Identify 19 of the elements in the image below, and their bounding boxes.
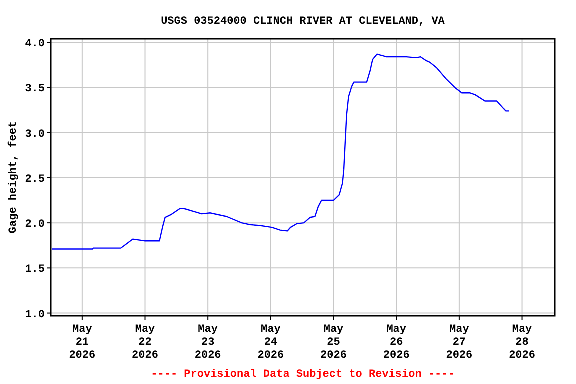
y-tick-label: 2.0 [25, 219, 45, 232]
y-tick-label: 1.0 [25, 309, 45, 322]
y-tick-label: 2.5 [25, 174, 46, 186]
y-tick-label: 3.5 [25, 84, 46, 96]
line-series [52, 54, 510, 250]
x-tick-label: May 26 2026 [383, 324, 410, 362]
x-tick-label: May 24 2026 [258, 324, 284, 362]
x-tick-label: May 25 2026 [320, 324, 347, 362]
y-tick-label: 3.0 [25, 128, 45, 141]
x-tick-label: May 21 2026 [69, 324, 96, 362]
x-tick-label: May 22 2026 [132, 324, 158, 362]
y-axis-title: Gage height, feet [7, 121, 20, 234]
x-tick-label: May 23 2026 [194, 324, 222, 362]
y-tick-label: 1.5 [25, 264, 46, 276]
text: ---- Provisional Data Subject to Revision ---- [151, 369, 455, 381]
y-tick-label: 4.0 [25, 38, 45, 51]
chart-title: USGS 03524000 CLINCH RIVER AT CLEVELAND, VA [161, 16, 446, 28]
x-tick-label: May 27 2026 [446, 324, 473, 362]
x-tick-label: May 28 2026 [509, 324, 536, 362]
